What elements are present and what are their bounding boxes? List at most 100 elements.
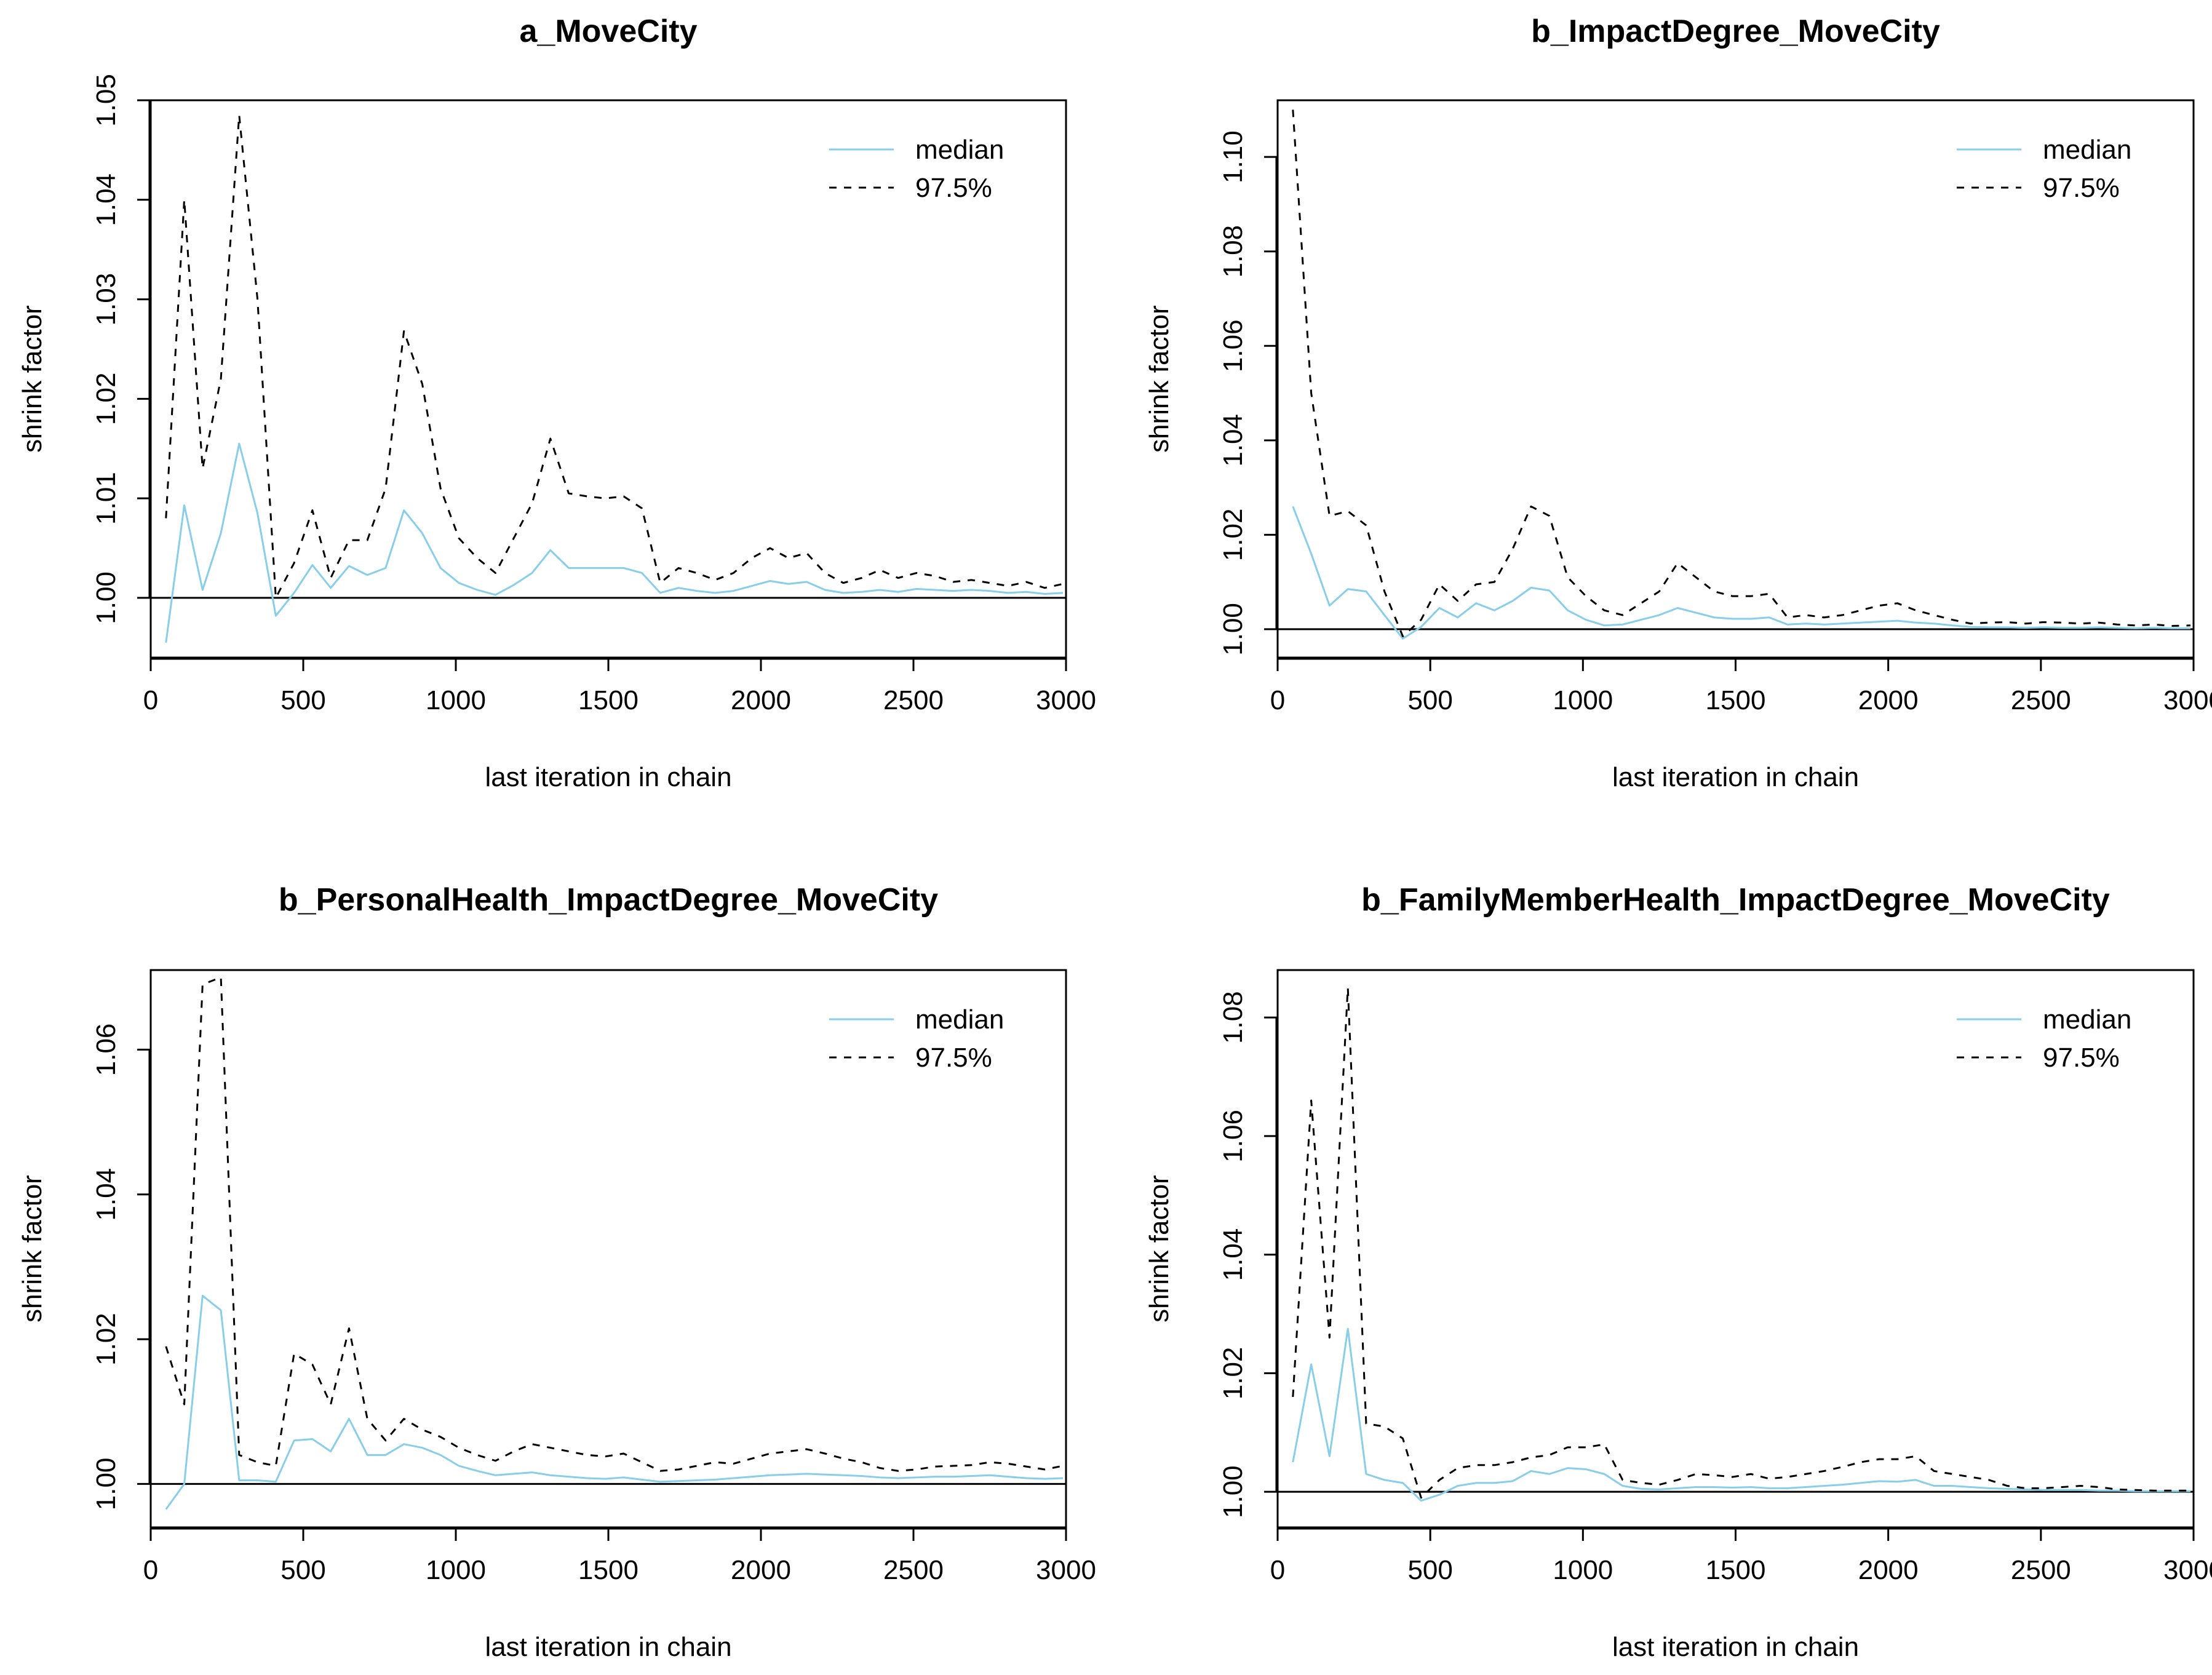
- plot-area: [1278, 987, 2194, 1502]
- q975-point: [1384, 591, 1385, 592]
- chart-title: b_FamilyMemberHealth_ImpactDegree_MoveCi…: [1361, 882, 2110, 918]
- y-axis: 1.00 1.01 1.02 1.03 1.04 1.05: [91, 74, 151, 624]
- median-point: [458, 1465, 459, 1466]
- median-point: [1494, 610, 1495, 611]
- median-point: [1549, 590, 1550, 591]
- q975-point: [623, 1453, 624, 1454]
- legend: median 97.5%: [829, 135, 1004, 203]
- q975-point: [678, 1469, 679, 1470]
- y-tick-label: 1.06: [1218, 1110, 1248, 1163]
- q975-point: [495, 1460, 496, 1461]
- x-tick-label: 1000: [426, 685, 486, 715]
- median-point: [806, 1473, 807, 1474]
- q975-point: [550, 1447, 551, 1448]
- q975-point: [1695, 577, 1696, 578]
- median-point: [1530, 587, 1531, 588]
- q975-point: [1026, 1466, 1027, 1467]
- q975-point: [1421, 1497, 1422, 1498]
- x-tick-label: 1500: [1706, 685, 1766, 715]
- q975-line: [1292, 109, 2191, 637]
- q975-point: [1769, 1478, 1770, 1479]
- x-tick-label: 0: [1270, 685, 1285, 715]
- chart-panel-1: a_MoveCity 0 500 1000 1500 2000 2500 3000 last i…: [17, 14, 1096, 792]
- y-axis: 1.00 1.02 1.04 1.06 1.08: [1218, 991, 1278, 1518]
- q975-point: [2190, 625, 2191, 626]
- q975-point: [1897, 1459, 1898, 1460]
- q975-point: [367, 540, 368, 541]
- y-tick-label: 1.00: [1218, 1465, 1248, 1518]
- median-point: [1421, 1500, 1422, 1501]
- median-point: [1457, 617, 1458, 618]
- q975-point: [1457, 600, 1458, 601]
- median-point: [532, 1472, 533, 1473]
- x-axis: 0 500 1000 1500 2000 2500 3000: [1270, 1527, 2212, 1585]
- median-point: [1934, 623, 1935, 624]
- legend-median-label: median: [915, 135, 1004, 165]
- y-tick-label: 1.05: [91, 74, 121, 127]
- q975-point: [1402, 1438, 1403, 1439]
- x-tick-label: 1000: [426, 1555, 486, 1585]
- q975-point: [385, 1440, 386, 1441]
- q975-point: [2190, 1490, 2191, 1491]
- q975-point: [1439, 1479, 1440, 1480]
- q975-point: [1292, 109, 1293, 110]
- y-axis: 1.00 1.02 1.04 1.06: [91, 1024, 151, 1510]
- median-point: [1567, 610, 1568, 611]
- x-tick-label: 500: [1407, 1555, 1452, 1585]
- x-tick-label: 500: [280, 685, 325, 715]
- legend: median 97.5%: [1957, 1005, 2131, 1073]
- median-point: [788, 1474, 789, 1475]
- x-tick-label: 1500: [1706, 1555, 1766, 1585]
- x-tick-label: 3000: [2163, 685, 2212, 715]
- q975-point: [934, 1466, 935, 1467]
- q975-point: [861, 1462, 862, 1463]
- median-point: [825, 589, 826, 590]
- x-tick-label: 500: [1407, 685, 1452, 715]
- q975-point: [1970, 1477, 1971, 1478]
- q975-point: [1530, 506, 1531, 507]
- q975-point: [2135, 625, 2136, 626]
- q975-point: [1384, 1426, 1385, 1427]
- median-point: [2062, 627, 2063, 628]
- chart-title: b_ImpactDegree_MoveCity: [1531, 14, 1940, 49]
- median-point: [1677, 1488, 1678, 1489]
- x-axis: 0 500 1000 1500 2000 2500 3000: [143, 1527, 1096, 1585]
- chart-panel-4: b_FamilyMemberHealth_ImpactDegree_MoveCi…: [1144, 882, 2212, 1662]
- median-point: [916, 1477, 917, 1478]
- q975-point: [294, 1353, 295, 1354]
- q975-point: [202, 984, 203, 985]
- x-tick-label: 1500: [578, 685, 639, 715]
- q975-point: [1604, 1444, 1605, 1445]
- q975-point: [696, 1465, 697, 1466]
- median-point: [934, 1476, 935, 1477]
- q975-line: [1292, 987, 2191, 1499]
- q975-point: [202, 468, 203, 469]
- q975-point: [1732, 1477, 1733, 1478]
- x-tick-label: 3000: [2163, 1555, 2212, 1585]
- median-point: [330, 1451, 331, 1452]
- x-tick-label: 0: [143, 1555, 158, 1585]
- legend-median-label: median: [915, 1005, 1004, 1035]
- q975-point: [1970, 623, 1971, 624]
- median-point: [1842, 1484, 1843, 1485]
- q975-point: [2172, 1490, 2173, 1491]
- y-tick-label: 1.02: [1218, 509, 1248, 562]
- median-point: [294, 1440, 295, 1441]
- x-axis-label: last iteration in chain: [1612, 1632, 1859, 1662]
- x-tick-label: 0: [1270, 1555, 1285, 1585]
- median-point: [165, 642, 166, 643]
- q975-point: [1329, 1337, 1330, 1338]
- median-point: [1805, 623, 1806, 624]
- median-point: [1622, 624, 1623, 625]
- q975-point: [1787, 617, 1788, 618]
- median-point: [1402, 1482, 1403, 1483]
- median-point: [1659, 1489, 1660, 1490]
- q975-point: [1329, 515, 1330, 516]
- y-tick-label: 1.02: [1218, 1347, 1248, 1400]
- q975-point: [1567, 577, 1568, 578]
- q975-point: [1402, 636, 1403, 637]
- legend-q975-label: 97.5%: [2043, 1043, 2120, 1073]
- y-tick-label: 1.08: [1218, 225, 1248, 278]
- q975-point: [733, 1463, 734, 1464]
- q975-point: [1063, 1465, 1064, 1466]
